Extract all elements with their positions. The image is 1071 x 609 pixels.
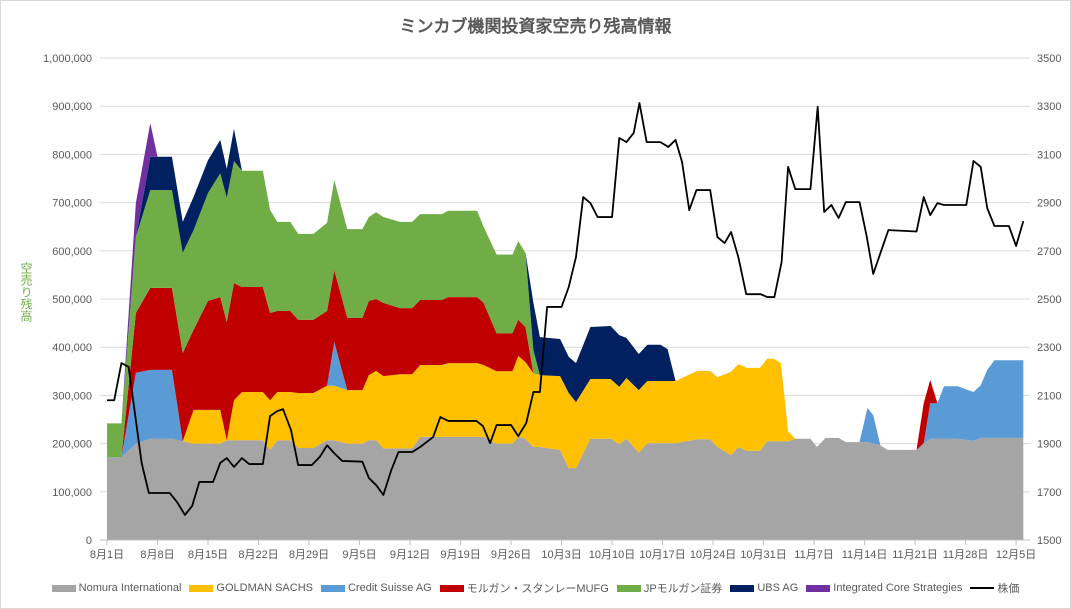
legend-swatch [730, 584, 755, 592]
x-tick-label: 11月7日 [794, 549, 834, 561]
area-series-1 [107, 436, 1024, 540]
y-tick-label: 600,000 [52, 246, 92, 258]
legend-item: 株価 [970, 580, 1019, 596]
x-tick-label: 8月1日 [90, 549, 124, 561]
y2-tick-label: 2500 [1037, 294, 1061, 306]
legend-label: Nomura International [78, 582, 182, 594]
legend-label: GOLDMAN SACHS [216, 582, 313, 594]
x-tick-label: 8月15日 [188, 549, 228, 561]
y-axis-title: 空売り残高 [19, 262, 33, 322]
legend-item: GOLDMAN SACHS [189, 580, 313, 596]
x-tick-label: 9月5日 [342, 549, 376, 561]
x-tick-label: 10月31日 [740, 549, 786, 561]
x-tick-label: 8月22日 [238, 549, 278, 561]
y2-tick-label: 3300 [1037, 101, 1061, 113]
y2-tick-label: 1700 [1037, 487, 1061, 499]
y2-tick-label: 2300 [1037, 342, 1061, 354]
area-series-2 [107, 355, 1024, 469]
x-tick-label: 10月24日 [690, 549, 736, 561]
x-tick-label: 10月17日 [639, 549, 685, 561]
y2-tick-label: 3100 [1037, 149, 1061, 161]
legend-label: JPモルガン証券 [643, 583, 723, 595]
legend-swatch [189, 584, 214, 592]
legend-item: Nomura International [51, 580, 182, 596]
legend-swatch [616, 584, 641, 592]
y-tick-label: 0 [86, 535, 92, 547]
legend-label: 株価 [997, 583, 1020, 595]
y-tick-label: 800,000 [52, 149, 92, 161]
y-tick-label: 100,000 [52, 487, 92, 499]
legend-item: Integrated Core Strategies [806, 580, 962, 596]
legend-swatch [439, 584, 464, 592]
y-tick-label: 700,000 [52, 198, 92, 210]
x-tick-label: 9月19日 [440, 549, 480, 561]
x-tick-label: 11月14日 [842, 549, 888, 561]
y2-tick-label: 2900 [1037, 198, 1061, 210]
legend-item: Credit Suisse AG [320, 580, 432, 596]
legend-label: Credit Suisse AG [347, 582, 432, 594]
y-tick-label: 900,000 [52, 101, 92, 113]
x-tick-label: 9月26日 [491, 549, 531, 561]
y-tick-label: 200,000 [52, 439, 92, 451]
legend-swatch [806, 584, 831, 592]
x-tick-label: 11月21日 [892, 549, 938, 561]
x-tick-label: 10月10日 [589, 549, 635, 561]
area-series-5 [107, 161, 1024, 458]
y2-tick-label: 1500 [1037, 535, 1061, 547]
legend-label: UBS AG [757, 582, 799, 594]
y2-tick-label: 2100 [1037, 390, 1061, 402]
legend-label: Integrated Core Strategies [833, 582, 963, 594]
y2-tick-label: 3500 [1037, 53, 1061, 65]
x-tick-label: 12月5日 [996, 549, 1036, 561]
x-tick-label: 9月12日 [390, 549, 430, 561]
legend: Nomura International GOLDMAN SACHS Credit … [0, 580, 1071, 596]
area-series-6 [107, 128, 1024, 450]
y-tick-label: 1,000,000 [43, 53, 92, 65]
stock-price-line [107, 102, 1025, 516]
y2-tick-label: 2700 [1037, 246, 1061, 258]
area-series-4 [107, 270, 1024, 458]
area-series-3 [107, 341, 1024, 458]
legend-item: JPモルガン証券 [616, 580, 723, 596]
y-tick-label: 500,000 [52, 294, 92, 306]
y-tick-label: 300,000 [52, 390, 92, 402]
legend-label: モルガン・スタンレーMUFG [466, 583, 609, 595]
legend-swatch [51, 584, 76, 592]
legend-item: モルガン・スタンレーMUFG [439, 580, 609, 596]
y-tick-label: 400,000 [52, 342, 92, 354]
x-tick-label: 8月8日 [140, 549, 174, 561]
x-tick-label: 10月3日 [541, 549, 581, 561]
x-tick-label: 11月28日 [943, 549, 989, 561]
legend-item: UBS AG [730, 580, 798, 596]
y2-tick-label: 1900 [1037, 439, 1061, 451]
legend-swatch [320, 584, 345, 592]
chart-title: ミンカブ機関投資家空売り残高情報 [399, 17, 672, 37]
x-tick-label: 8月29日 [289, 549, 329, 561]
legend-line-swatch [970, 587, 995, 589]
